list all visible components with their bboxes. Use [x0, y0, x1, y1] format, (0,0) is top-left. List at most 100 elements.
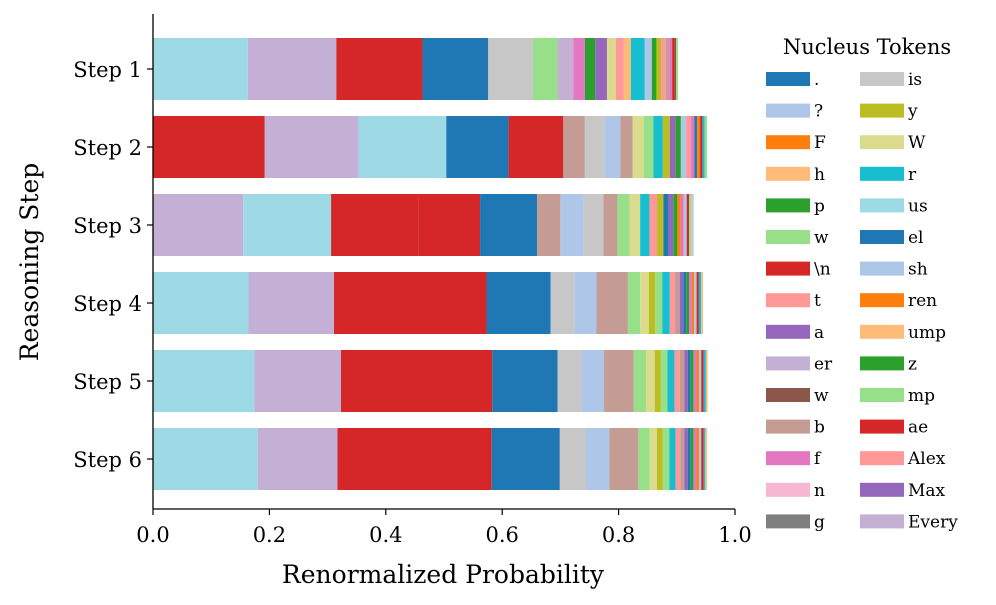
bar-segment — [696, 272, 699, 334]
bar-segment — [247, 38, 337, 100]
bar-segment — [674, 38, 677, 100]
bar-segment — [533, 38, 558, 100]
legend-swatch — [766, 103, 810, 118]
bar-segment — [690, 350, 694, 412]
bar-segment — [640, 194, 650, 256]
bar-segment — [690, 116, 695, 178]
bar-segment — [683, 194, 687, 256]
legend-label: w — [814, 228, 829, 248]
bar-segment — [584, 38, 596, 100]
legend-label: Max — [908, 481, 946, 501]
bar-segment — [675, 428, 681, 490]
bar-segment — [702, 116, 705, 178]
bar-segment — [693, 350, 697, 412]
bar-segment — [684, 350, 688, 412]
bar-segment — [649, 194, 658, 256]
legend-swatch — [766, 293, 810, 308]
bar-segment — [620, 116, 633, 178]
legend-label: Every — [908, 512, 958, 532]
legend-swatch — [766, 419, 810, 434]
legend-label: . — [814, 70, 819, 90]
bar-segment — [668, 194, 674, 256]
legend-swatch — [766, 482, 810, 497]
legend-label: f — [814, 449, 822, 469]
bar-segment — [653, 116, 663, 178]
legend-swatch — [860, 166, 904, 181]
bar-segment — [243, 194, 332, 256]
legend-label: z — [908, 354, 917, 374]
bar-segment — [680, 116, 687, 178]
x-tick-label: 0.8 — [602, 523, 635, 547]
legend-label: Alex — [907, 449, 946, 469]
bar-segment — [584, 116, 605, 178]
bar-segment — [337, 428, 492, 490]
bar-segment — [701, 350, 704, 412]
bar-segment — [488, 38, 534, 100]
legend-swatch — [766, 514, 810, 529]
legend-swatch — [860, 293, 904, 308]
bar-segment — [662, 116, 670, 178]
bar-segment — [153, 194, 244, 256]
bar-segment — [573, 38, 585, 100]
bar-segment — [604, 350, 634, 412]
bar-segment — [686, 194, 690, 256]
bar-segment — [687, 428, 691, 490]
bar-segment — [669, 38, 673, 100]
bar-segment — [696, 350, 699, 412]
legend-label: ren — [908, 291, 937, 311]
bar-segment — [700, 116, 703, 178]
bar-segment — [669, 116, 676, 178]
bar-segment — [563, 116, 585, 178]
legend-swatch — [766, 324, 810, 339]
bar-segment — [629, 194, 641, 256]
legend-label: el — [908, 228, 924, 248]
bar-segment — [560, 194, 584, 256]
bar-segment — [257, 428, 338, 490]
legend-swatch — [766, 261, 810, 276]
legend-label: p — [814, 196, 825, 216]
bar-segment — [603, 194, 618, 256]
legend-label: \n — [814, 260, 831, 280]
bar-segment — [662, 272, 670, 334]
bar-segment — [537, 194, 561, 256]
legend-label: h — [814, 165, 825, 185]
bar-segment — [627, 272, 641, 334]
bar-segment — [586, 428, 610, 490]
bar-segment — [492, 350, 558, 412]
bar-segment — [677, 194, 681, 256]
bar-segment — [632, 116, 644, 178]
legend-label: mp — [908, 386, 935, 406]
bar-segment — [701, 272, 703, 334]
legend-swatch — [860, 451, 904, 466]
legend-label: is — [908, 70, 922, 90]
bar-segment — [644, 38, 652, 100]
legend-label: g — [814, 512, 825, 532]
x-tick-label: 1.0 — [718, 523, 751, 547]
bar-segment — [559, 428, 587, 490]
bar-segment — [661, 38, 666, 100]
legend-swatch — [860, 514, 904, 529]
legend-label: a — [814, 323, 824, 343]
bar-segment — [698, 272, 702, 334]
bar-segment — [574, 272, 597, 334]
legend-label: F — [814, 133, 826, 153]
x-axis-title: Renormalized Probability — [282, 560, 605, 589]
bar-segment — [638, 428, 650, 490]
bar-segment — [669, 272, 676, 334]
legend: Nucleus Tokens .?Fhpw\ntaerwbfngisyWruse… — [766, 35, 958, 532]
bar-segment — [153, 350, 255, 412]
y-axis-title: Reasoning Step — [15, 163, 44, 362]
bar-segment — [609, 428, 639, 490]
bar-segment — [686, 272, 690, 334]
bar-segment — [508, 116, 564, 178]
bar-segment — [686, 116, 691, 178]
bar-segment — [705, 350, 708, 412]
legend-swatch — [860, 388, 904, 402]
legend-items: .?Fhpw\ntaerwbfngisyWruselshrenumpzmpaeA… — [766, 70, 958, 532]
legend-swatch — [860, 198, 904, 213]
bar-segment — [648, 272, 656, 334]
bar-segment — [675, 116, 681, 178]
legend-swatch — [860, 103, 904, 118]
x-axis-ticks: 0.0 0.2 0.4 0.6 0.8 1.0 — [136, 509, 752, 547]
bar-segment — [655, 272, 663, 334]
